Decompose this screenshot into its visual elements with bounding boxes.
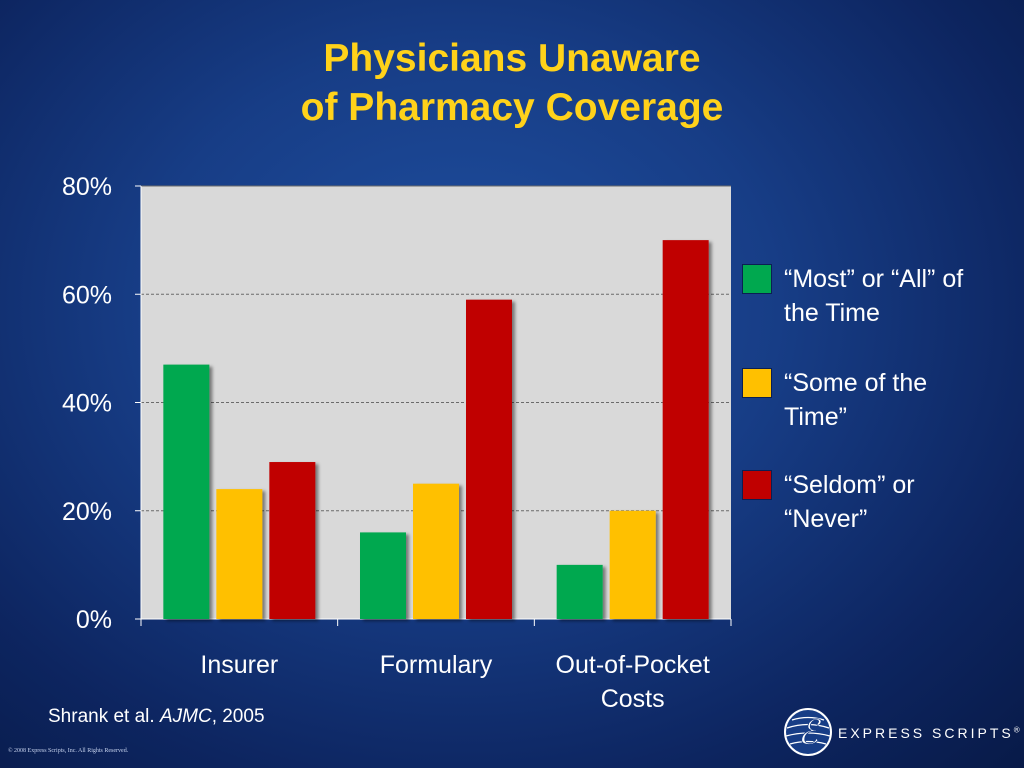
y-tick-label: 80% (62, 173, 112, 201)
bar (163, 364, 210, 619)
bar (360, 532, 406, 619)
logo-wordmark-text: EXPRESS SCRIPTS (838, 725, 1014, 741)
legend-label-line: “Seldom” or (784, 471, 915, 499)
bar (269, 462, 316, 619)
globe-logo-icon: ℰ (784, 708, 832, 756)
x-tick-label-line: Costs (601, 685, 665, 713)
logo-wordmark: EXPRESS SCRIPTS® (838, 725, 1020, 741)
legend-swatch-green (742, 264, 772, 294)
x-tick-label: Out-of-Pocket Costs (556, 651, 710, 713)
legend-label-line: “Most” or “All” of (784, 265, 964, 293)
y-tick-label: 0% (76, 606, 112, 634)
legend-label-line: the Time (784, 299, 880, 327)
x-tick-label-line: Formulary (380, 651, 493, 679)
bar (216, 489, 263, 619)
bar (609, 510, 656, 619)
legend-label-line: “Never” (784, 505, 868, 533)
x-tick-label: Formulary (380, 651, 493, 679)
legend-swatch-yellow (742, 368, 772, 398)
legend-label-line: Time” (784, 403, 847, 431)
bar (413, 483, 459, 619)
citation: Shrank et al. AJMC, 2005 (48, 706, 265, 728)
citation-journal: AJMC (159, 706, 212, 727)
bar (662, 240, 709, 619)
y-tick-label: 40% (62, 390, 112, 418)
express-scripts-logo: ℰ EXPRESS SCRIPTS® (782, 706, 1020, 760)
legend-label-line: “Some of the (784, 369, 928, 397)
legend-label-seldom-never: “Seldom” or “Never” (784, 468, 1012, 536)
legend-swatch-red (742, 470, 772, 500)
y-tick-label: 20% (62, 498, 112, 526)
slide-title: Physicians Unaware of Pharmacy Coverage (0, 34, 1024, 132)
copyright-notice: © 2008 Express Scripts, Inc. All Rights … (8, 748, 129, 754)
citation-year: , 2005 (211, 706, 265, 727)
registered-trademark: ® (1013, 725, 1020, 735)
citation-authors: Shrank et al. (48, 706, 155, 727)
x-tick-label-line: Out-of-Pocket (556, 651, 710, 679)
title-line-1: Physicians Unaware (323, 37, 701, 80)
x-tick-label: Insurer (200, 651, 278, 679)
logo-mark-glyph: ℰ (798, 715, 822, 752)
bar (556, 564, 603, 619)
legend-label-most-all: “Most” or “All” of the Time (784, 262, 1012, 330)
y-tick-label: 60% (62, 281, 112, 309)
legend-label-some: “Some of the Time” (784, 366, 1012, 434)
title-line-2: of Pharmacy Coverage (300, 86, 724, 129)
bar (466, 299, 512, 619)
x-tick-label-line: Insurer (200, 651, 278, 679)
